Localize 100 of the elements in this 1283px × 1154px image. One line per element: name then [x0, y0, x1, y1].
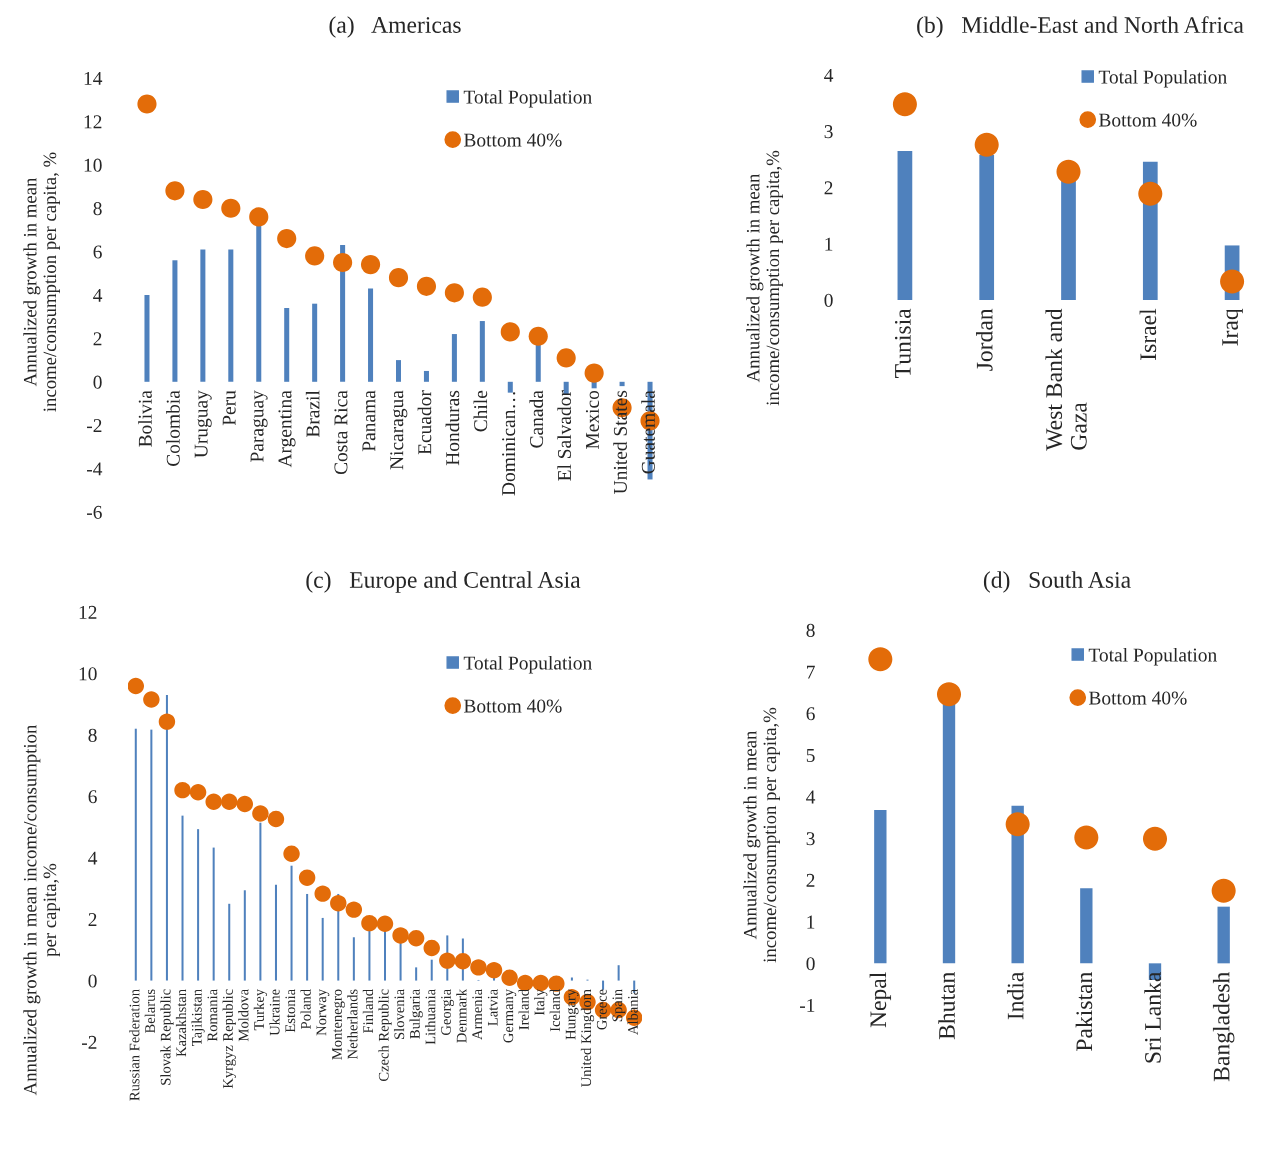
bar [150, 729, 153, 981]
y-tick-label: 1 [825, 237, 833, 251]
x-tick-label: Nepal [869, 972, 892, 1028]
x-tick-label: Hungary [565, 988, 579, 1040]
point [330, 894, 347, 912]
x-tick-label: Slovak Republic [160, 989, 174, 1085]
y-tick-label: 8 [93, 202, 102, 216]
bar [507, 381, 513, 393]
x-tick-label: Canada [529, 390, 544, 448]
bar [617, 965, 620, 981]
bar [570, 977, 573, 981]
x-tick-label: Mexico [585, 390, 599, 449]
bar [290, 865, 293, 981]
x-tick-label: Netherlands [347, 989, 358, 1059]
x-tick-label: Iceland [549, 989, 560, 1032]
point [1220, 269, 1245, 294]
x-tick-label: India [1006, 971, 1024, 1020]
x-tick-label: Spain [612, 989, 626, 1022]
legend-label: Total Population [1088, 647, 1217, 666]
bar [619, 381, 625, 387]
bar [979, 154, 995, 300]
legend-label: Total Population [1098, 69, 1227, 88]
x-tick-label: Armenia [472, 989, 483, 1040]
x-tick-label: Peru [222, 390, 236, 426]
point [314, 885, 331, 902]
point [1138, 181, 1163, 206]
y-tick-label: 6 [806, 707, 815, 721]
point [444, 283, 464, 303]
point [528, 326, 548, 346]
bar [165, 694, 168, 981]
point [500, 322, 520, 342]
x-tick-label: Guatemala [641, 390, 655, 474]
point [868, 647, 893, 672]
point [556, 348, 576, 368]
x-tick-label: Turkey [253, 988, 268, 1031]
y-tick-label: 10 [79, 667, 97, 681]
point [236, 795, 254, 813]
x-tick-label: Georgia [441, 989, 454, 1036]
bar [415, 967, 418, 981]
point [501, 969, 518, 987]
y-tick-label: 2 [806, 873, 815, 887]
y-tick-label: 2 [88, 913, 97, 926]
x-tick-label: Norway [316, 988, 330, 1036]
bar [423, 370, 429, 382]
x-tick-label: West Bank and Gaza [1045, 308, 1087, 451]
y-tick-label: 6 [88, 790, 97, 804]
point [892, 92, 917, 117]
y-tick-label: 12 [84, 115, 102, 129]
chart-title: (c) Europe and Central Asia [306, 571, 581, 593]
bar [256, 223, 262, 382]
legend-label: Total Population [463, 89, 592, 108]
x-tick-label: Moldova [238, 989, 249, 1042]
y-tick-label: 0 [824, 293, 833, 307]
y-tick-label: 10 [84, 158, 102, 172]
point [1056, 159, 1081, 184]
x-tick-label: Bangladesh [1212, 971, 1235, 1082]
x-tick-label: Latvia [487, 989, 498, 1026]
bar [312, 303, 318, 382]
point [165, 181, 185, 201]
chart-title: (d) South Asia [983, 571, 1131, 593]
y-tick-label: 3 [824, 125, 833, 139]
point [249, 207, 269, 227]
x-tick-label: Paraguay [250, 390, 268, 462]
y-tick-label: 0 [88, 974, 97, 988]
bar [451, 334, 457, 382]
point [128, 677, 144, 695]
point [936, 682, 962, 707]
y-tick-label: -6 [86, 505, 102, 519]
point [333, 252, 353, 273]
bar [479, 321, 485, 382]
bar [284, 308, 290, 382]
point [205, 793, 222, 811]
x-tick-label: Germany [503, 988, 517, 1043]
x-tick-label: Italy [534, 988, 548, 1016]
bar [430, 959, 433, 981]
point [283, 845, 300, 862]
legend-label: Total Population [463, 655, 592, 674]
x-tick-label: Uruguay [194, 390, 212, 458]
legend-label: Bottom 40% [1098, 113, 1197, 127]
point [158, 713, 176, 730]
point [277, 229, 297, 249]
point [174, 781, 191, 799]
point [189, 784, 207, 801]
bar [212, 847, 215, 981]
legend-label: Bottom 40% [463, 699, 562, 713]
bar [874, 810, 887, 964]
point [974, 132, 999, 157]
point [485, 961, 503, 979]
y-tick-label: -4 [86, 462, 103, 476]
y-tick-label: 5 [806, 749, 815, 762]
point [584, 363, 604, 383]
point [1074, 825, 1099, 850]
point [1142, 826, 1168, 851]
y-tick-label: 12 [79, 605, 97, 619]
point [454, 953, 472, 970]
y-tick-label: 2 [824, 181, 833, 195]
point [1211, 878, 1236, 903]
x-tick-label: Brazil [305, 390, 320, 438]
y-tick-label: 0 [93, 375, 102, 389]
x-tick-label: Dominican… [502, 392, 516, 496]
